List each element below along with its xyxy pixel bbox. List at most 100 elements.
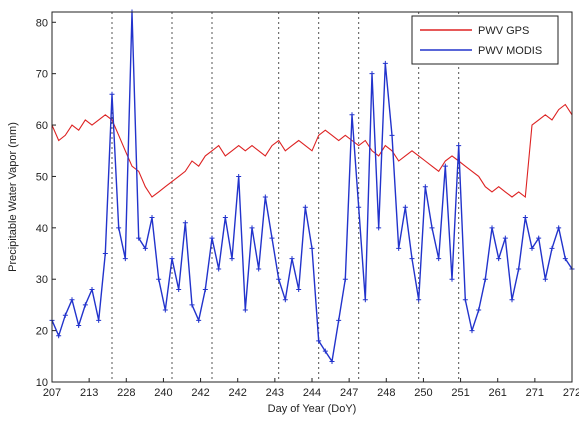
point-1-7 <box>96 317 102 323</box>
point-1-15 <box>149 215 155 221</box>
point-1-10 <box>116 225 122 231</box>
point-1-19 <box>176 287 182 292</box>
xtick-label-11: 251 <box>451 387 469 399</box>
point-1-32 <box>262 194 268 200</box>
point-1-38 <box>302 204 308 210</box>
point-1-57 <box>429 225 435 231</box>
ytick-label-5: 60 <box>36 120 48 132</box>
point-1-43 <box>336 317 342 323</box>
point-1-9 <box>109 91 115 97</box>
point-1-48 <box>369 71 375 77</box>
point-1-55 <box>416 297 422 303</box>
tick-labels: 10 20 30 40 50 60 70 80 207 213 228 240 242 242 243 244… <box>36 17 579 399</box>
xtick-label-12: 261 <box>489 387 507 399</box>
y-axis-label: Precipitable Water Vapor (mm) <box>7 122 19 272</box>
series-layer <box>49 9 575 364</box>
ytick-label-3: 40 <box>36 223 48 235</box>
xtick-label-4: 242 <box>191 387 209 399</box>
point-1-49 <box>376 225 382 231</box>
xtick-label-7: 244 <box>303 387 321 399</box>
legend-label-1: PWV MODIS <box>478 45 542 57</box>
point-1-77 <box>562 256 568 262</box>
point-1-14 <box>142 245 148 251</box>
point-1-1 <box>56 333 62 339</box>
point-1-47 <box>362 297 368 303</box>
point-1-76 <box>556 225 562 231</box>
point-1-18 <box>169 256 175 262</box>
point-1-11 <box>122 256 128 262</box>
xtick-label-1: 213 <box>80 387 98 399</box>
point-1-58 <box>436 256 442 262</box>
point-1-46 <box>356 204 362 210</box>
point-1-22 <box>196 317 202 323</box>
xtick-label-2: 228 <box>117 387 135 399</box>
point-1-37 <box>296 287 302 292</box>
point-1-34 <box>276 276 282 282</box>
point-1-69 <box>509 297 515 303</box>
point-1-56 <box>422 184 428 190</box>
point-1-62 <box>462 297 468 303</box>
point-1-53 <box>402 204 408 210</box>
point-1-59 <box>442 163 448 169</box>
point-1-42 <box>329 358 335 364</box>
point-1-72 <box>529 245 535 251</box>
point-1-13 <box>136 235 142 241</box>
ytick-label-4: 50 <box>36 171 48 183</box>
point-1-40 <box>316 338 322 344</box>
vertical-gridlines <box>111 12 460 382</box>
point-1-24 <box>209 235 215 241</box>
ytick-label-7: 80 <box>36 17 48 29</box>
xtick-label-14: 272 <box>563 387 579 399</box>
point-1-50 <box>382 60 388 66</box>
ytick-label-6: 70 <box>36 69 48 81</box>
point-1-21 <box>189 302 195 308</box>
point-1-30 <box>249 225 255 231</box>
xtick-label-6: 243 <box>266 387 284 399</box>
point-1-66 <box>489 225 495 231</box>
point-1-17 <box>162 307 168 313</box>
point-1-70 <box>516 266 522 272</box>
point-1-67 <box>496 256 502 262</box>
point-1-3 <box>69 297 75 303</box>
point-1-64 <box>476 307 482 313</box>
point-1-39 <box>309 245 315 251</box>
xtick-label-8: 247 <box>340 387 358 399</box>
point-1-27 <box>229 256 235 262</box>
xtick-label-13: 271 <box>526 387 544 399</box>
ytick-label-2: 30 <box>36 274 48 286</box>
ytick-label-0: 10 <box>36 377 48 389</box>
xtick-label-5: 242 <box>229 387 247 399</box>
point-1-8 <box>102 251 108 257</box>
point-1-20 <box>182 220 188 226</box>
point-1-23 <box>202 287 208 292</box>
xtick-label-3: 240 <box>154 387 172 399</box>
point-1-26 <box>222 215 228 221</box>
point-1-73 <box>536 235 542 241</box>
point-1-45 <box>349 112 355 118</box>
point-1-25 <box>216 266 222 272</box>
point-1-5 <box>82 302 88 308</box>
xtick-label-9: 248 <box>377 387 395 399</box>
point-1-2 <box>62 312 68 318</box>
point-1-65 <box>482 276 488 282</box>
point-1-31 <box>256 266 262 272</box>
ytick-label-1: 20 <box>36 326 48 338</box>
point-1-44 <box>342 276 348 282</box>
legend: PWV GPS PWV MODIS <box>411 15 559 65</box>
point-1-41 <box>322 348 328 354</box>
plot-area <box>52 12 572 382</box>
legend-box <box>411 15 559 65</box>
point-1-74 <box>542 276 548 282</box>
point-1-71 <box>522 215 528 221</box>
plot-background <box>52 12 572 382</box>
point-1-29 <box>242 307 248 313</box>
xtick-label-0: 207 <box>43 387 61 399</box>
point-1-75 <box>549 245 555 251</box>
legend-label-0: PWV GPS <box>478 25 529 37</box>
point-1-63 <box>469 328 475 334</box>
point-1-60 <box>449 276 455 282</box>
point-1-6 <box>89 287 95 292</box>
x-axis-label: Day of Year (DoY) <box>268 403 357 415</box>
point-1-51 <box>389 132 395 138</box>
